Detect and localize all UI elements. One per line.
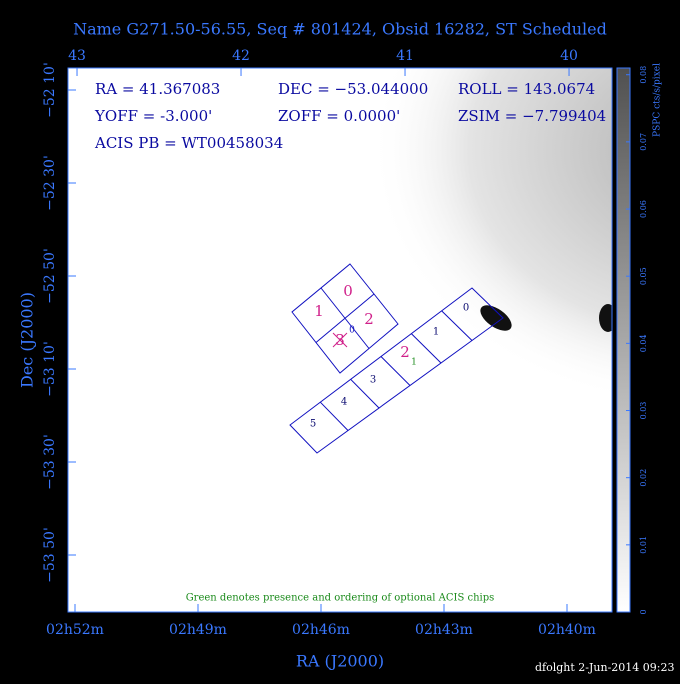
info-text: YOFF = -3.000'	[94, 107, 212, 125]
chip-divider	[441, 310, 473, 341]
colorbar-tick-label: 0.06	[639, 200, 648, 218]
colorbar-tick-label: 0.07	[639, 133, 648, 151]
info-text: ACIS PB = WT00458034	[94, 134, 283, 152]
colorbar-tick-label: 0.05	[639, 267, 648, 285]
top-tick-label: 40	[560, 48, 578, 64]
colorbar	[616, 67, 631, 613]
acis-i-array	[291, 263, 399, 374]
chip-label: 4	[341, 397, 347, 408]
chip-divider	[410, 333, 442, 364]
y-tick-label: −53 30'	[42, 434, 58, 490]
chip-label: 0	[463, 303, 469, 314]
info-text: DEC = −53.044000	[278, 80, 428, 98]
x-axis-label: RA (J2000)	[296, 652, 384, 671]
x-tick-label: 02h49m	[169, 622, 227, 638]
chip-label: 3	[370, 375, 376, 386]
colorbar-tick-label: 0	[639, 609, 648, 614]
colorbar-tick-label: 0.01	[639, 536, 648, 554]
chip-divider	[319, 401, 349, 431]
title: Name G271.50-56.55, Seq # 801424, Obsid …	[73, 20, 607, 39]
x-tick-label: 02h40m	[538, 622, 596, 638]
info-text: ZOFF = 0.0000'	[278, 107, 400, 125]
chip-marker	[332, 332, 348, 348]
x-tick-label: 02h52m	[46, 622, 104, 638]
frame	[67, 67, 613, 613]
y-tick-label: −52 50'	[42, 248, 58, 304]
xray-image	[370, 68, 612, 401]
diffuse-emission	[370, 68, 612, 401]
colorbar-tick-label: 0.02	[639, 469, 648, 487]
note: Green denotes presence and ordering of o…	[186, 593, 495, 604]
top-tick-label: 41	[396, 48, 414, 64]
chip-divider	[320, 287, 370, 349]
chip-divider	[350, 378, 380, 409]
y-tick-label: −53 50'	[42, 527, 58, 583]
colorbar-tick-label: 0.04	[639, 334, 648, 352]
chip-label: 2	[364, 310, 374, 328]
info-text: ZSIM = −7.799404	[458, 107, 606, 125]
info-text: ROLL = 143.0674	[458, 80, 595, 98]
y-tick-label: −52 30'	[42, 155, 58, 211]
top-tick-label: 43	[68, 48, 86, 64]
bright-spot	[480, 305, 512, 331]
x-tick-label: 02h43m	[415, 622, 473, 638]
chips	[289, 263, 504, 454]
bright-spot	[599, 304, 612, 332]
optional-chip-label: 0	[349, 326, 355, 336]
chip-label: 1	[433, 327, 439, 338]
colorbar-tick-label: 0.03	[639, 402, 648, 420]
chip-label: 1	[314, 302, 324, 320]
chip-divider	[380, 356, 411, 386]
optional-chip-label: 1	[411, 358, 417, 368]
chip-label: 2	[400, 343, 410, 361]
chip-label: 5	[310, 419, 316, 430]
top-tick-label: 42	[232, 48, 250, 64]
info-text: RA = 41.367083	[95, 80, 220, 98]
y-tick-label: −52 10'	[42, 62, 58, 118]
y-axis-label: Dec (J2000)	[18, 292, 37, 388]
chip-label: 0	[343, 282, 353, 300]
y-tick-label: −53 10'	[42, 341, 58, 397]
x-tick-label: 02h46m	[292, 622, 350, 638]
colorbar-label: PSPC cts/s/pixel	[653, 63, 663, 137]
colorbar-tick-label: 0.08	[639, 66, 648, 84]
footer: dfolght 2-Jun-2014 09:23	[535, 661, 675, 674]
